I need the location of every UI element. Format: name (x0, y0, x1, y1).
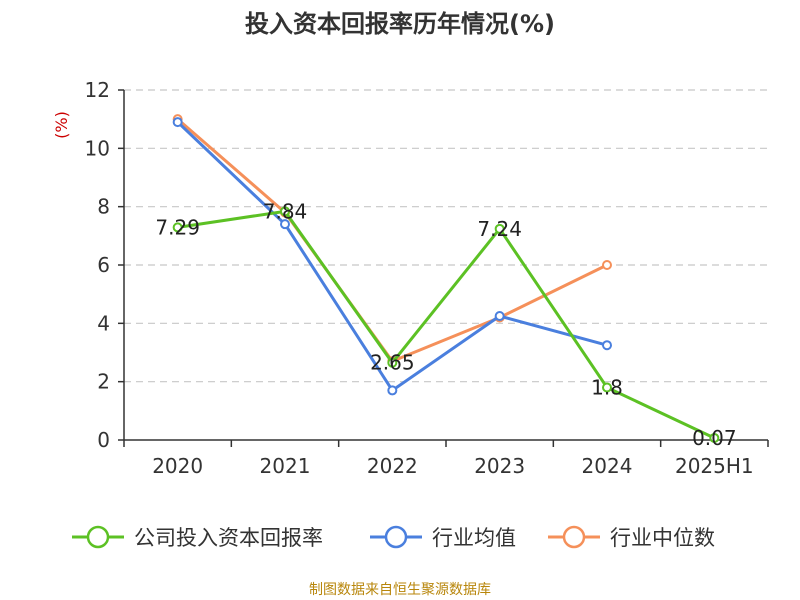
data-point (709, 432, 720, 443)
data-point (602, 382, 612, 393)
y-tick-label: 6 (97, 253, 110, 277)
data-point (172, 222, 183, 233)
data-label: 1.8 (591, 376, 623, 400)
data-point (602, 260, 612, 270)
legend-item: 公司投入资本回报率 (72, 525, 323, 550)
x-tick-label: 2022 (367, 454, 418, 478)
data-point (280, 219, 290, 230)
legend-item: 行业中位数 (548, 525, 715, 550)
series-line (176, 118, 608, 363)
legend-marker (384, 525, 408, 549)
y-tick-label: 0 (97, 428, 110, 452)
x-tick-label: 2023 (474, 454, 525, 478)
data-label: 0.07 (692, 426, 737, 450)
data-label: 2.65 (370, 351, 415, 375)
data-label: 7.29 (155, 215, 200, 239)
legend-label: 行业均值 (432, 526, 516, 550)
data-labels: 7.29 7.84 2.65 7.24 1.8 0.07 (155, 199, 736, 450)
legend-marker (562, 525, 586, 549)
x-tick-label: 2020 (152, 454, 203, 478)
source-note: 制图数据来自恒生聚源数据库 (309, 582, 491, 598)
y-axis-label: (%) (52, 111, 71, 139)
data-label: 7.24 (477, 217, 522, 241)
y-tick-label: 8 (97, 195, 110, 219)
series-line (177, 209, 715, 440)
data-point (387, 385, 398, 396)
data-label: 7.84 (263, 199, 308, 223)
data-point (172, 117, 183, 128)
legend: 公司投入资本回报率 行业均值 行业中位数 (72, 525, 715, 550)
x-tick-label: 2021 (260, 454, 311, 478)
data-point (280, 206, 290, 217)
y-tick-label: 2 (97, 370, 110, 394)
data-point (494, 311, 505, 322)
data-point (494, 223, 505, 234)
y-axis-ticks: 0 2 4 6 8 10 12 (85, 78, 124, 452)
legend-label: 公司投入资本回报率 (134, 526, 323, 550)
chart-title: 投入资本回报率历年情况(%) (245, 10, 555, 38)
data-point (387, 357, 398, 368)
x-tick-label: 2025H1 (675, 454, 754, 478)
x-axis-ticks: 2020 2021 2022 2023 2024 2025H1 (123, 440, 769, 478)
series-group (172, 114, 720, 443)
data-point (602, 340, 612, 351)
legend-label: 行业中位数 (610, 526, 715, 550)
x-tick-label: 2024 (582, 454, 633, 478)
y-tick-label: 12 (85, 78, 110, 102)
legend-item: 行业均值 (370, 525, 516, 550)
y-tick-label: 4 (97, 311, 110, 335)
legend-marker (86, 525, 110, 549)
y-tick-label: 10 (85, 136, 110, 160)
